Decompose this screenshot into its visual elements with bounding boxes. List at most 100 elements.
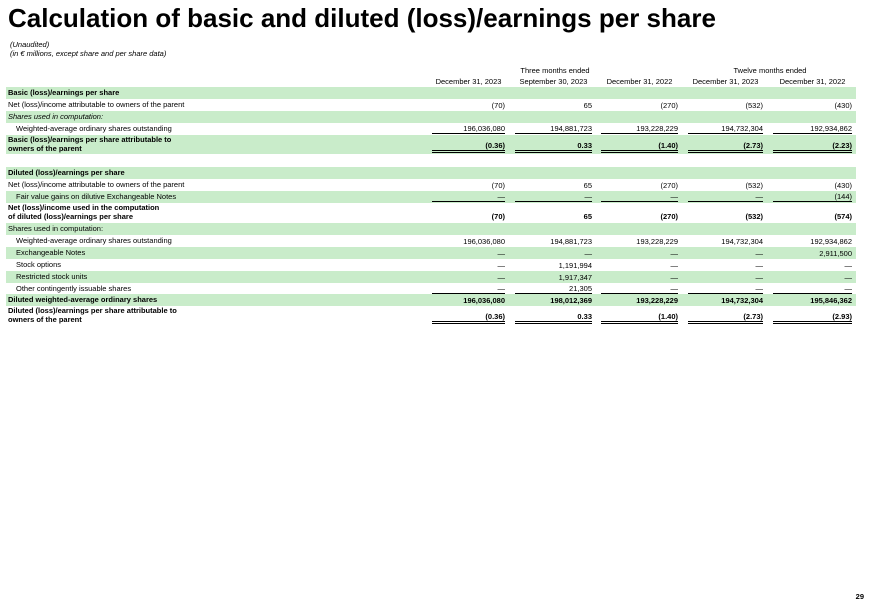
note: (Unaudited) <box>10 40 50 49</box>
cell-value: — <box>670 261 679 270</box>
cell-value: 196,036,080 <box>463 296 505 305</box>
cell-value: 193,228,229 <box>636 296 678 305</box>
cell-value: 65 <box>583 181 592 190</box>
cell-value: (2.23) <box>773 141 852 153</box>
row-label: Shares used in computation: <box>8 112 104 121</box>
table-row: Basic (loss)/earnings per share <box>6 87 856 99</box>
cell-value: — <box>755 249 764 258</box>
page-title: Calculation of basic and diluted (loss)/… <box>8 3 716 33</box>
cell-value: — <box>773 284 852 294</box>
cell-value: 0.33 <box>515 312 592 324</box>
cell-value: (430) <box>834 181 852 190</box>
cell-value: (70) <box>491 181 505 190</box>
row-label: Net (loss)/income attributable to owners… <box>8 100 185 109</box>
cell-value: (270) <box>660 212 678 221</box>
cell-value: (0.36) <box>432 312 505 324</box>
cell-value: (532) <box>745 212 763 221</box>
cell-value: 21,305 <box>515 284 592 294</box>
cell-value: — <box>497 249 506 258</box>
cell-value: (70) <box>491 212 505 221</box>
cell-value: 196,036,080 <box>432 124 505 134</box>
table-row: Restricted stock units — 1,917,347 — — — <box>6 271 856 283</box>
table-row: Other contingently issuable shares — 21,30… <box>6 283 856 295</box>
cell-value: — <box>844 273 853 282</box>
row-label: Fair value gains on dilutive Exchangeabl… <box>16 192 177 201</box>
cell-value: (0.36) <box>432 141 505 153</box>
cell-value: — <box>688 284 763 294</box>
cell-value: 2,911,500 <box>819 249 852 258</box>
cell-value: (1.40) <box>601 312 678 324</box>
row-label: Basic (loss)/earnings per share <box>8 88 120 97</box>
cell-value: — <box>755 273 764 282</box>
cell-value: 196,036,080 <box>463 237 505 246</box>
cell-value: (574) <box>834 212 852 221</box>
row-label: Restricted stock units <box>16 272 88 281</box>
cell-value: (144) <box>773 192 852 202</box>
row-label: Net (loss)/income attributable to owners… <box>8 180 185 189</box>
page-number: 29 <box>855 592 864 601</box>
cell-value: — <box>432 192 505 202</box>
row-label: Shares used in computation: <box>8 224 104 233</box>
cell-value: 194,732,304 <box>721 237 763 246</box>
cell-value: 192,934,862 <box>810 237 852 246</box>
cell-value: — <box>601 284 678 294</box>
table-row: Net (loss)/income attributable to owners… <box>6 99 856 111</box>
cell-value: — <box>515 192 592 202</box>
row-label: Stock options <box>16 260 62 269</box>
cell-value: (70) <box>491 101 505 110</box>
table-row: Net (loss)/income used in the computatio… <box>6 203 856 222</box>
table-row: Net (loss)/income attributable to owners… <box>6 179 856 191</box>
cell-value: 1,191,994 <box>558 261 592 270</box>
table-row: Stock options — 1,191,994 — — — <box>6 259 856 271</box>
table-row: Diluted weighted-average ordinary shares… <box>6 294 856 306</box>
table-row: Weighted-average ordinary shares outstan… <box>6 235 856 247</box>
cell-value: — <box>670 249 679 258</box>
cell-value: — <box>584 249 593 258</box>
cell-value: (1.40) <box>601 141 678 153</box>
cell-value: (2.73) <box>688 312 763 324</box>
cell-value: 193,228,229 <box>601 124 678 134</box>
cell-value: 1,917,347 <box>558 273 592 282</box>
cell-value: (532) <box>745 101 763 110</box>
cell-value: 193,228,229 <box>636 237 678 246</box>
cell-value: 194,881,723 <box>550 237 592 246</box>
cell-value: (270) <box>660 101 678 110</box>
row-label: Diluted weighted-average ordinary shares <box>8 295 158 304</box>
cell-value: (532) <box>745 181 763 190</box>
row-label: Basic (loss)/earnings per share attribut… <box>8 135 172 153</box>
group-header: Twelve months ended <box>733 66 807 75</box>
cell-value: 194,732,304 <box>688 124 763 134</box>
row-label: Other contingently issuable shares <box>16 284 132 293</box>
cell-value: — <box>844 261 853 270</box>
cell-value: — <box>688 192 763 202</box>
row-label: Exchangeable Notes <box>16 248 86 257</box>
cell-value: — <box>432 284 505 294</box>
cell-value: 192,934,862 <box>773 124 852 134</box>
row-label: Diluted (loss)/earnings per share attrib… <box>8 306 177 324</box>
row-label: Weighted-average ordinary shares outstan… <box>16 124 172 133</box>
row-label: Diluted (loss)/earnings per share <box>8 168 125 177</box>
cell-value: — <box>601 192 678 202</box>
table-row: Exchangeable Notes — — — — 2,911,500 <box>6 247 856 259</box>
table-row: Diluted (loss)/earnings per share <box>6 167 856 179</box>
cell-value: 65 <box>583 101 592 110</box>
cell-value: — <box>755 261 764 270</box>
cell-value: — <box>497 261 506 270</box>
table-row: Diluted (loss)/earnings per share attrib… <box>6 306 856 325</box>
table-row: Basic (loss)/earnings per share attribut… <box>6 135 856 154</box>
cell-value: 194,881,723 <box>515 124 592 134</box>
cell-value: 194,732,304 <box>721 296 763 305</box>
note: (in € millions, except share and per sha… <box>10 49 167 58</box>
group-header: Three months ended <box>520 66 590 75</box>
cell-value: 195,846,362 <box>810 296 852 305</box>
cell-value: 198,012,369 <box>550 296 592 305</box>
row-label: Weighted-average ordinary shares outstan… <box>16 236 172 245</box>
cell-value: (270) <box>660 181 678 190</box>
cell-value: 65 <box>583 212 592 221</box>
table-row: Shares used in computation: <box>6 223 856 235</box>
cell-value: (430) <box>834 101 852 110</box>
table-row: Shares used in computation: <box>6 111 856 123</box>
cell-value: — <box>497 273 506 282</box>
cell-value: — <box>670 273 679 282</box>
table-row: Weighted-average ordinary shares outstan… <box>6 123 856 135</box>
